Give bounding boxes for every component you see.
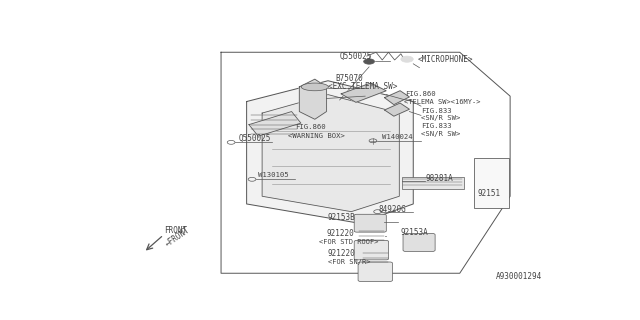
Polygon shape <box>300 79 326 119</box>
Text: 921220: 921220 <box>326 229 354 238</box>
Bar <box>402 177 463 188</box>
Text: FIG.833: FIG.833 <box>421 108 452 114</box>
Text: <TELEMA SW><16MY->: <TELEMA SW><16MY-> <box>404 99 481 105</box>
Text: <SN/R SW>: <SN/R SW> <box>421 131 460 137</box>
FancyBboxPatch shape <box>403 234 435 252</box>
Text: W140024: W140024 <box>382 134 413 140</box>
Text: FIG.833: FIG.833 <box>421 123 452 129</box>
Text: Q550025: Q550025 <box>239 134 271 143</box>
Text: 98281A: 98281A <box>426 174 453 183</box>
Text: FIG.860: FIG.860 <box>406 91 436 97</box>
Text: <WARNING BOX>: <WARNING BOX> <box>288 133 344 139</box>
Text: 92153B: 92153B <box>328 213 356 222</box>
Polygon shape <box>249 112 301 136</box>
Text: ←FRONT: ←FRONT <box>164 225 191 249</box>
FancyBboxPatch shape <box>354 214 387 232</box>
Ellipse shape <box>301 83 328 91</box>
Polygon shape <box>385 103 410 116</box>
Polygon shape <box>385 91 410 105</box>
Text: 921220: 921220 <box>328 250 356 259</box>
Polygon shape <box>262 95 399 212</box>
Text: FIG.860: FIG.860 <box>296 124 326 130</box>
FancyBboxPatch shape <box>358 262 392 281</box>
Text: W130105: W130105 <box>259 172 289 179</box>
Text: Q550025: Q550025 <box>340 52 372 61</box>
Circle shape <box>364 59 374 64</box>
Text: <MICROPHONE>: <MICROPHONE> <box>417 55 472 64</box>
Text: <EXC.TELEMA SW>: <EXC.TELEMA SW> <box>328 83 397 92</box>
Text: 84920G: 84920G <box>378 205 406 214</box>
Bar <box>474 158 509 208</box>
Text: 92151: 92151 <box>477 189 500 198</box>
Polygon shape <box>341 83 386 102</box>
FancyBboxPatch shape <box>354 240 388 260</box>
Circle shape <box>401 56 413 62</box>
Text: 92153A: 92153A <box>400 228 428 237</box>
Text: <FOR STD ROOF>: <FOR STD ROOF> <box>319 239 378 245</box>
Polygon shape <box>246 81 413 223</box>
Text: <FOR SN/R>: <FOR SN/R> <box>328 260 371 266</box>
Text: <SN/R SW>: <SN/R SW> <box>421 116 460 122</box>
Text: FRONT: FRONT <box>164 227 188 236</box>
Text: B75070: B75070 <box>336 74 364 83</box>
Text: A930001294: A930001294 <box>495 272 541 281</box>
